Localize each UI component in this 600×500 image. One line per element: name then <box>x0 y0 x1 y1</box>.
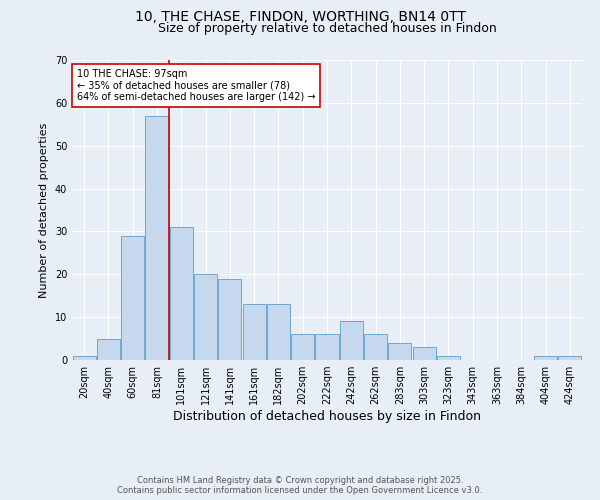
Bar <box>218 278 241 360</box>
Bar <box>267 304 290 360</box>
Bar <box>291 334 314 360</box>
X-axis label: Distribution of detached houses by size in Findon: Distribution of detached houses by size … <box>173 410 481 423</box>
Bar <box>73 356 95 360</box>
Text: Contains HM Land Registry data © Crown copyright and database right 2025.
Contai: Contains HM Land Registry data © Crown c… <box>118 476 482 495</box>
Text: 10, THE CHASE, FINDON, WORTHING, BN14 0TT: 10, THE CHASE, FINDON, WORTHING, BN14 0T… <box>134 10 466 24</box>
Bar <box>170 227 193 360</box>
Bar <box>364 334 387 360</box>
Title: Size of property relative to detached houses in Findon: Size of property relative to detached ho… <box>158 22 496 35</box>
Bar <box>194 274 217 360</box>
Bar <box>413 347 436 360</box>
Text: 10 THE CHASE: 97sqm
← 35% of detached houses are smaller (78)
64% of semi-detach: 10 THE CHASE: 97sqm ← 35% of detached ho… <box>77 69 316 102</box>
Bar <box>559 356 581 360</box>
Bar <box>316 334 338 360</box>
Bar <box>97 338 120 360</box>
Y-axis label: Number of detached properties: Number of detached properties <box>39 122 49 298</box>
Bar <box>121 236 144 360</box>
Bar <box>340 322 363 360</box>
Bar <box>534 356 557 360</box>
Bar <box>145 116 169 360</box>
Bar <box>242 304 266 360</box>
Bar <box>437 356 460 360</box>
Bar <box>388 343 412 360</box>
